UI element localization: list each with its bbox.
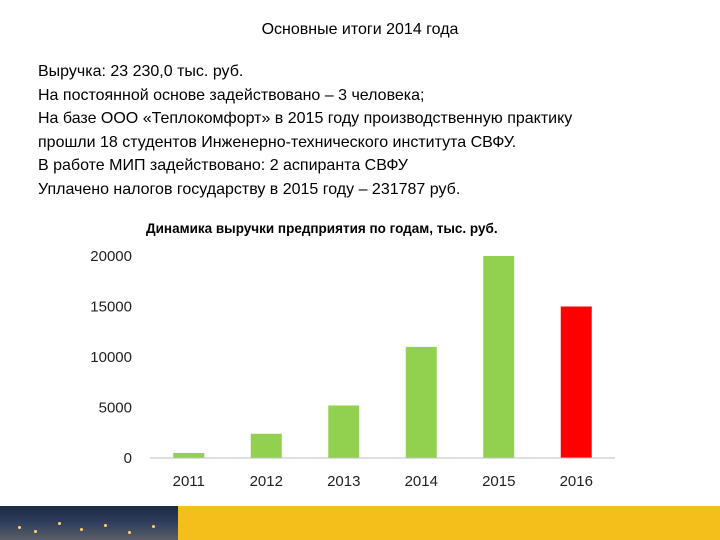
- bar-2014: [405, 346, 437, 458]
- footer-accent-bar: [178, 506, 720, 540]
- y-tick-label: 0: [124, 450, 132, 467]
- summary-line-revenue: Выручка: 23 230,0 тыс. руб.: [38, 63, 244, 80]
- x-tick-label: 2012: [250, 473, 283, 490]
- bar-2013: [328, 405, 360, 458]
- summary-line-practice: На базе ООО «Теплокомфорт» в 2015 году п…: [38, 110, 573, 127]
- y-tick-label: 20000: [90, 248, 132, 265]
- y-tick-label: 5000: [99, 400, 132, 417]
- x-tick-label: 2015: [482, 473, 515, 490]
- bar-2012: [250, 433, 282, 458]
- x-tick-label: 2016: [560, 473, 593, 490]
- summary-line-staff: На постоянной основе задействовано – 3 ч…: [38, 86, 425, 104]
- x-tick-label: 2014: [405, 473, 438, 490]
- slide-title: Основные итоги 2014 года: [261, 21, 459, 38]
- bar-2015: [483, 256, 515, 458]
- y-tick-label: 15000: [90, 299, 132, 316]
- chart-title: Динамика выручки предприятия по годам, т…: [146, 221, 498, 236]
- bar-2016: [560, 306, 592, 458]
- summary-line-taxes: Уплачено налогов государству в 2015 году…: [38, 180, 461, 198]
- y-tick-label: 10000: [90, 349, 132, 366]
- footer-city-photo: [0, 506, 178, 540]
- summary-text: Выручка: 23 230,0 тыс. руб. На постоянно…: [38, 60, 708, 201]
- bar-2011: [173, 452, 205, 458]
- summary-line-postgrads: В работе МИП задействовано: 2 аспиранта …: [38, 157, 408, 174]
- x-tick-label: 2011: [173, 473, 205, 490]
- x-tick-label: 2013: [327, 473, 360, 490]
- summary-line-students: прошли 18 студентов Инженерно-техническо…: [38, 133, 517, 151]
